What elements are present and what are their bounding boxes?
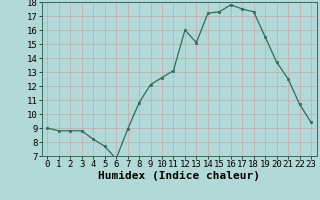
X-axis label: Humidex (Indice chaleur): Humidex (Indice chaleur) [98, 171, 260, 181]
